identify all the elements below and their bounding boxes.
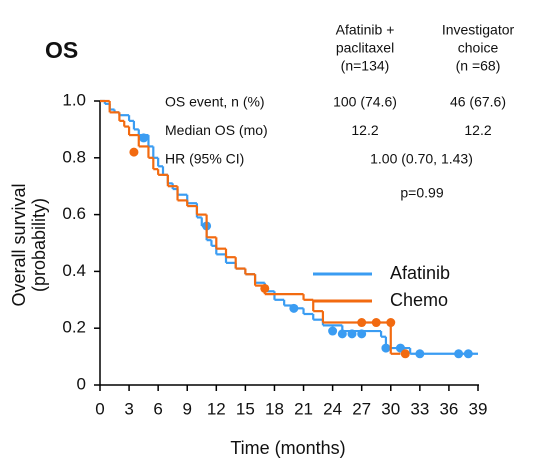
censor-mark [454,349,464,359]
legend-label: Afatinib [390,263,450,283]
row-value: 46 (67.6) [450,94,506,110]
y-tick-label: 0.2 [62,318,86,337]
x-tick-label: 3 [124,399,133,418]
x-axis-label: Time (months) [230,438,345,458]
censor-mark [129,147,139,157]
censor-mark [357,329,367,339]
censor-mark [328,326,338,336]
censor-mark [337,329,347,339]
y-axis-label: (probability) [29,198,49,292]
y-tick-label: 0.8 [62,147,86,166]
censor-mark [386,318,396,328]
column-header: paclitaxel [336,40,394,56]
column-header: (n =68) [456,58,501,74]
x-tick-label: 33 [410,399,429,418]
x-tick-label: 9 [182,399,191,418]
censor-mark [415,349,425,359]
censor-mark [289,303,299,313]
censor-mark [463,349,473,359]
row-value: 1.00 (0.70, 1.43) [370,151,473,167]
x-tick-label: 21 [294,399,313,418]
censor-mark [357,318,367,328]
x-tick-label: 12 [207,399,226,418]
row-label: HR (95% CI) [165,151,244,167]
censor-mark [139,133,149,143]
y-tick-label: 0 [77,374,86,393]
row-value: 100 (74.6) [333,94,397,110]
x-tick-label: 6 [153,399,162,418]
censor-mark [400,349,410,359]
censor-mark [260,283,270,293]
x-tick-label: 0 [95,399,104,418]
x-tick-label: 24 [323,399,342,418]
x-tick-label: 36 [439,399,458,418]
column-header: (n=134) [341,58,390,74]
chart-title: OS [45,37,78,63]
censor-mark [381,343,391,353]
p-value: p=0.99 [400,185,443,201]
row-value: 12.2 [351,122,378,138]
y-tick-label: 1.0 [62,90,86,109]
y-axis-label: Overall survival [9,183,29,306]
y-tick-label: 0.6 [62,204,86,223]
censor-mark [347,329,357,339]
x-tick-label: 27 [352,399,371,418]
y-tick-label: 0.4 [62,261,86,280]
x-tick-label: 15 [236,399,255,418]
row-value: 12.2 [464,122,491,138]
row-label: OS event, n (%) [165,94,265,110]
row-label: Median OS (mo) [165,122,268,138]
column-header: Investigator [442,22,515,38]
censor-mark [371,318,381,328]
x-tick-label: 18 [265,399,284,418]
column-header: choice [458,40,499,56]
legend-label: Chemo [390,290,448,310]
x-tick-label: 39 [469,399,488,418]
column-header: Afatinib + [336,22,395,38]
x-tick-label: 30 [381,399,400,418]
